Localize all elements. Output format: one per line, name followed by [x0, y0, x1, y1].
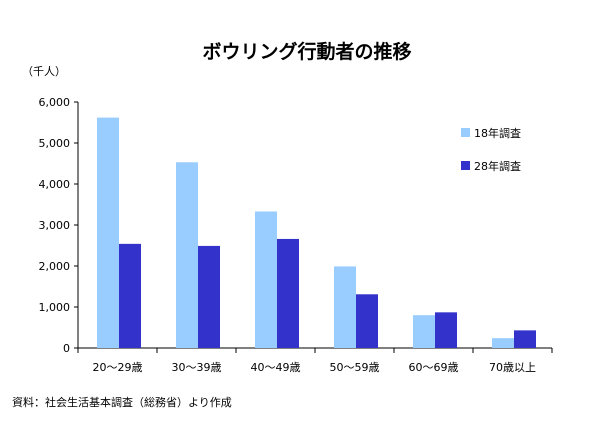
- bar-series2: [277, 238, 299, 348]
- y-tick-label: 6,000: [39, 96, 71, 109]
- y-tick-label: 5,000: [39, 137, 71, 150]
- legend: 18年調査 28年調査: [461, 126, 521, 173]
- y-unit-label: （千人）: [22, 65, 66, 78]
- bar-series1: [176, 162, 198, 348]
- chart-title: ボウリング行動者の推移: [202, 40, 411, 63]
- bar-series1: [255, 211, 277, 348]
- bar-series1: [334, 266, 356, 348]
- source-note: 資料：社会生活基本調査（総務省）より作成: [12, 396, 232, 409]
- y-tick-label: 4,000: [39, 178, 71, 191]
- bar-series1: [492, 338, 514, 348]
- y-tick-label: 3,000: [39, 219, 71, 232]
- legend-swatch: [461, 128, 470, 137]
- legend-label: 18年調査: [474, 126, 521, 140]
- y-tick-label: 1,000: [39, 301, 71, 314]
- x-tick-label: 50～59歳: [330, 361, 380, 374]
- bar-series1: [97, 117, 119, 348]
- legend-swatch: [461, 161, 470, 170]
- plot-area: 0 1,000 2,000 3,000 4,000 5,000 6,000 20～29歳 30～…: [39, 96, 553, 374]
- x-tick-label: 30～39歳: [172, 361, 222, 374]
- bar-series2: [198, 245, 220, 348]
- x-tick-label: 40～49歳: [251, 361, 301, 374]
- bar-series2: [356, 294, 378, 348]
- x-tick-label: 60～69歳: [409, 361, 459, 374]
- bar-series2: [435, 312, 457, 348]
- x-tick-label: 20～29歳: [93, 361, 143, 374]
- bar-series2: [514, 330, 536, 348]
- y-tick-label: 0: [63, 342, 70, 355]
- bar-series1: [413, 315, 435, 348]
- legend-label: 28年調査: [474, 159, 521, 173]
- bar-series2: [119, 243, 141, 348]
- y-tick-label: 2,000: [39, 260, 71, 273]
- x-tick-label: 70歳以上: [489, 361, 536, 374]
